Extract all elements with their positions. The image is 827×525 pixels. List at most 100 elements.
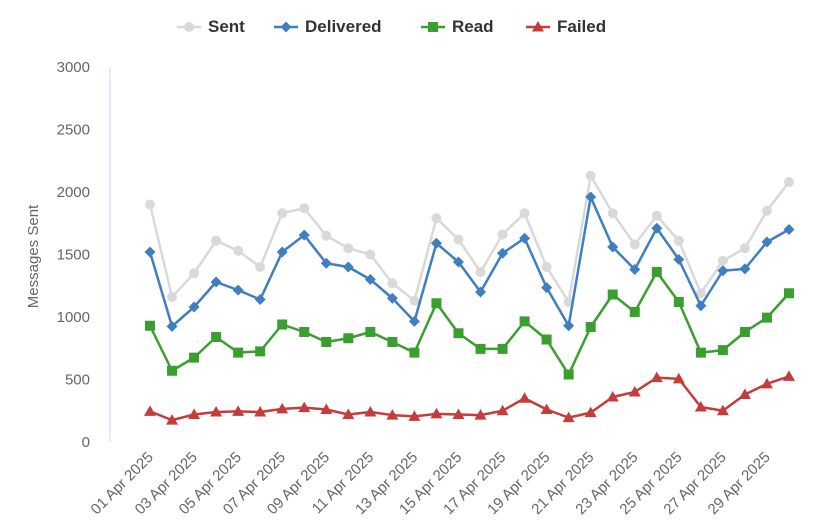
read-point (629, 307, 640, 317)
failed-point (518, 392, 531, 403)
delivered-point (210, 276, 222, 288)
failed-point (474, 409, 487, 420)
legend-item-failed[interactable]: Failed (525, 14, 606, 40)
failed-point (166, 414, 179, 425)
read-legend-marker (428, 22, 438, 32)
sent-point (651, 210, 662, 221)
read-point (651, 267, 662, 277)
delivered-point (430, 237, 442, 249)
delivered-point (320, 257, 332, 269)
sent-point (255, 262, 266, 272)
read-point (211, 332, 222, 342)
read-point (607, 289, 618, 300)
read-point (387, 337, 398, 347)
delivered-point (629, 264, 641, 275)
failed-point (144, 405, 156, 416)
y-tick-label: 1000 (57, 309, 90, 326)
legend-label: Failed (557, 17, 607, 36)
read-point (453, 328, 464, 339)
failed-point (452, 408, 465, 419)
read-point (145, 320, 155, 331)
sent-point (145, 199, 155, 210)
delivered-point (717, 265, 729, 277)
sent-point (585, 170, 596, 181)
sent-point (211, 235, 222, 246)
read-legend-symbol (421, 22, 445, 32)
delivered-point (585, 191, 597, 203)
read-point (277, 319, 288, 330)
failed-point (760, 377, 773, 389)
read-point (541, 334, 552, 345)
read-point (784, 288, 794, 299)
read-point (563, 369, 574, 380)
delivered-point (783, 224, 795, 235)
legend-label: Delivered (305, 17, 382, 36)
delivered-point (364, 274, 376, 285)
sent-point (453, 234, 464, 245)
delivered-point (232, 284, 244, 296)
read-point (695, 347, 706, 358)
legend-item-read[interactable]: Read (420, 14, 494, 40)
y-tick-label: 0 (82, 434, 90, 451)
failed-point (738, 388, 751, 399)
sent-point (233, 245, 244, 256)
sent-point (189, 268, 200, 279)
failed-point (606, 391, 619, 402)
sent-point (431, 213, 442, 224)
sent-point (277, 208, 288, 219)
delivered-line (148, 195, 791, 328)
series-delivered (144, 191, 795, 332)
y-tick-label: 3000 (57, 59, 90, 76)
sent-point (299, 203, 310, 214)
sent-point (629, 239, 640, 250)
failed-point (430, 407, 443, 419)
sent-point (784, 177, 794, 187)
sent-legend-symbol (177, 22, 201, 32)
delivered-point (761, 236, 773, 248)
sent-legend-marker (184, 22, 194, 32)
failed-point (232, 405, 245, 416)
sent-point (761, 205, 772, 216)
sent-point (167, 292, 178, 302)
y-tick-label: 500 (65, 372, 90, 389)
delivered-point (452, 256, 464, 268)
delivered-point (673, 254, 685, 265)
failed-point (716, 404, 729, 416)
failed-point (210, 406, 223, 417)
legend-item-sent[interactable]: Sent (176, 14, 245, 40)
y-tick-label: 2500 (57, 122, 90, 139)
delivered-point (607, 241, 619, 253)
failed-point (628, 386, 641, 397)
delivered-point (519, 232, 531, 244)
sent-line (148, 174, 791, 304)
sent-point (475, 267, 486, 277)
failed-point (562, 411, 575, 423)
y-tick-label: 2000 (57, 184, 90, 201)
read-point (717, 345, 728, 356)
read-point (761, 312, 772, 323)
series-sent (145, 170, 794, 307)
failed-legend-symbol (526, 21, 550, 32)
read-point (189, 352, 200, 363)
failed-point (276, 402, 289, 414)
sent-point (365, 249, 376, 260)
failed-point (320, 403, 333, 414)
failed-point (342, 408, 355, 419)
failed-point (496, 404, 509, 416)
sent-point (321, 230, 332, 241)
delivered-point (563, 320, 575, 332)
delivered-point (342, 261, 354, 273)
delivered-point (739, 263, 751, 275)
sent-point (387, 278, 398, 289)
delivered-point (475, 286, 487, 298)
delivered-point (386, 292, 398, 304)
read-point (255, 346, 266, 357)
delivered-point (651, 222, 663, 234)
legend-label: Read (452, 17, 494, 36)
delivered-point (298, 229, 310, 241)
legend-item-delivered[interactable]: Delivered (273, 14, 382, 40)
legend: Sent Delivered Read Failed (0, 14, 827, 40)
delivered-point (188, 301, 200, 313)
sent-point (497, 229, 508, 240)
